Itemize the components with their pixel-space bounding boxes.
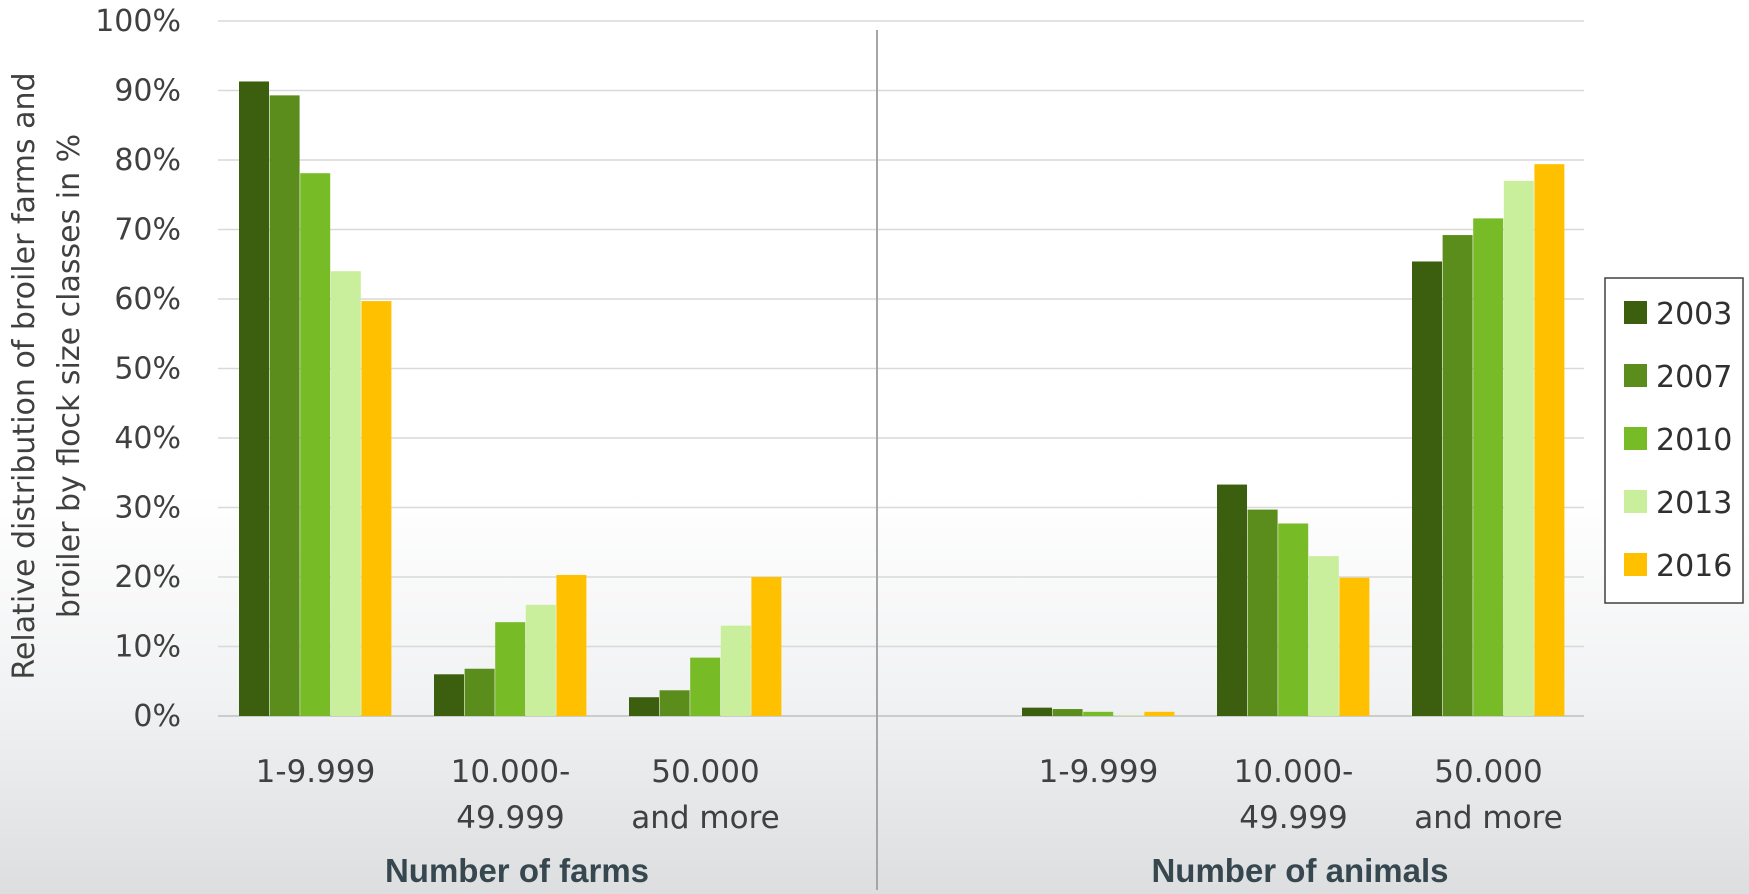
bar: [659, 690, 690, 716]
category-label: 1-9.999: [256, 754, 376, 790]
bar: [690, 657, 721, 716]
bar: [1308, 556, 1339, 716]
bar: [751, 577, 782, 716]
y-tick-label: 80%: [114, 143, 181, 178]
legend-label: 2016: [1656, 549, 1732, 584]
bar: [239, 81, 269, 717]
bar: [1473, 218, 1504, 716]
bar: [1339, 577, 1370, 716]
bar: [1113, 715, 1144, 716]
legend-swatch: [1624, 490, 1647, 513]
bar: [1144, 711, 1175, 716]
bar: [464, 668, 495, 716]
category-label: 10.000-: [1234, 754, 1354, 790]
gridlines: [218, 20, 1584, 717]
bar: [361, 301, 392, 716]
legend: 2003 2007 2010 2013 2016: [1604, 277, 1744, 604]
bar: [495, 622, 526, 716]
group-label: Number of animals: [1151, 852, 1448, 889]
y-axis-ticks: 0% 10% 20% 30% 40% 50% 60% 70% 80% 90% 100%: [95, 4, 181, 734]
y-axis-title-line: Relative distribution of broiler farms a…: [7, 72, 42, 679]
bar: [300, 173, 331, 716]
bar: [1052, 709, 1083, 716]
legend-swatch: [1624, 364, 1647, 387]
group-labels: Number of farms Number of animals: [385, 852, 1449, 889]
bar: [525, 604, 556, 716]
y-tick-label: 50%: [114, 352, 181, 387]
bar: [1247, 509, 1278, 716]
bar: [1534, 164, 1565, 717]
bar: [1217, 484, 1247, 716]
legend-label: 2013: [1656, 486, 1732, 521]
category-label: and more: [1414, 800, 1562, 836]
y-axis-title: Relative distribution of broiler farms a…: [7, 72, 87, 679]
category-label: 50.000: [651, 754, 759, 790]
y-tick-label: 10%: [114, 630, 181, 665]
y-tick-label: 90%: [114, 74, 181, 109]
legend-label: 2007: [1656, 360, 1732, 395]
group-label: Number of farms: [385, 852, 649, 889]
legend-swatch: [1624, 553, 1647, 576]
y-tick-label: 60%: [114, 282, 181, 317]
y-tick-label: 20%: [114, 560, 181, 595]
category-label: 1-9.999: [1039, 754, 1159, 790]
legend-label: 2003: [1656, 297, 1732, 332]
bars: [239, 81, 1565, 717]
bar: [330, 271, 361, 716]
y-tick-label: 100%: [95, 4, 181, 39]
bar: [434, 674, 464, 716]
bar: [269, 95, 300, 717]
bar: [1412, 261, 1442, 716]
bar: [1442, 235, 1473, 716]
legend-swatch: [1624, 427, 1647, 450]
category-label: 50.000: [1434, 754, 1542, 790]
category-label: 49.999: [1239, 800, 1347, 836]
bar: [629, 697, 659, 716]
legend-swatch: [1624, 301, 1647, 324]
bar: [1278, 523, 1309, 716]
y-tick-label: 30%: [114, 491, 181, 526]
bar: [1503, 180, 1534, 717]
bar: [1022, 707, 1052, 716]
bar: [720, 625, 751, 716]
category-labels: 1-9.999 10.000- 49.999 50.000 and more 1-9.99…: [256, 754, 1563, 836]
category-label: 49.999: [456, 800, 564, 836]
bar: [556, 574, 587, 716]
category-label: 10.000-: [451, 754, 571, 790]
y-tick-label: 70%: [114, 213, 181, 248]
legend-label: 2010: [1656, 423, 1732, 458]
bar: [1083, 711, 1114, 716]
y-axis-title-line: broiler by flock size classes in %: [52, 134, 87, 618]
y-tick-label: 0%: [133, 699, 181, 734]
y-tick-label: 40%: [114, 421, 181, 456]
category-label: and more: [631, 800, 779, 836]
